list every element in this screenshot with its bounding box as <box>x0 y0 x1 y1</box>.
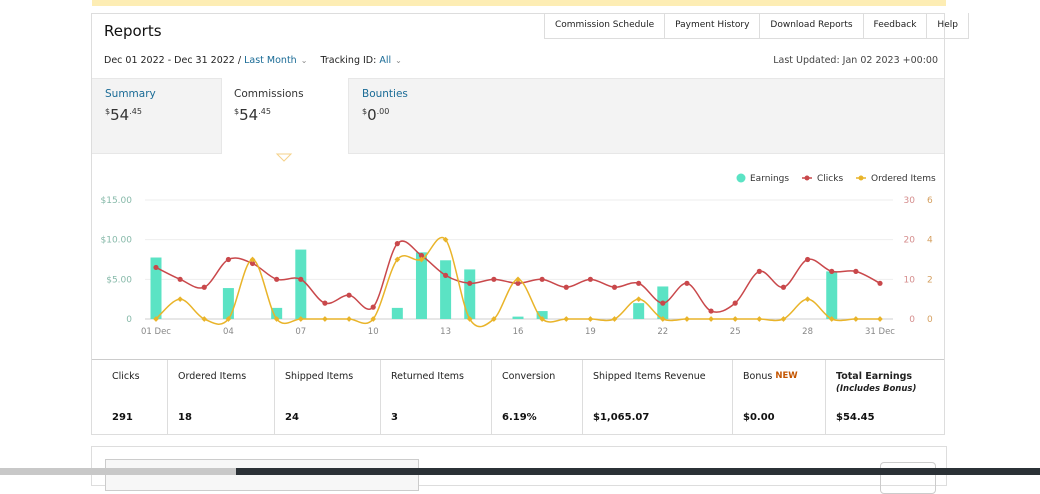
report-card <box>91 13 945 435</box>
stat: Clicks 291 <box>92 360 167 435</box>
stat-value: $54.45 <box>836 412 875 423</box>
whole: 0 <box>367 106 377 124</box>
tab[interactable]: Summary $54.45 <box>105 88 156 124</box>
tab-strip <box>105 459 419 491</box>
whole: 54 <box>110 106 130 124</box>
taskbar <box>0 468 236 475</box>
stat-note: (Includes Bonus) <box>836 384 917 394</box>
stat-value: 3 <box>391 412 398 423</box>
stat-value: $1,065.07 <box>593 412 650 423</box>
stats-row: Clicks 291 Ordered Items 18 Shipped Items 2… <box>92 359 944 435</box>
stat: Conversion 6.19% <box>491 360 582 435</box>
stat: Shipped Items 24 <box>274 360 380 435</box>
stat-value: 18 <box>178 412 192 423</box>
tab-amount: $0.00 <box>362 106 408 124</box>
fraction: .45 <box>258 107 271 116</box>
page-title: Reports <box>104 22 162 40</box>
chevron: ⌄ <box>300 56 308 65</box>
date-range: Dec 01 2022 - Dec 31 2022 <box>104 55 235 66</box>
last-updated: Last Updated: Jan 02 2023 +00:00 <box>773 55 938 66</box>
currency: $ <box>234 107 240 116</box>
fraction: .00 <box>376 107 390 116</box>
tab-label: Commissions <box>234 88 304 100</box>
tracking-label: Tracking ID: <box>320 55 377 66</box>
separator: / <box>237 55 242 66</box>
tab[interactable]: Commissions $54.45 <box>234 88 304 124</box>
nav-bar: Commission Schedule Payment History Down… <box>544 13 969 39</box>
currency: $ <box>362 107 368 116</box>
stat-value: 6.19% <box>502 412 537 423</box>
stat-label: Shipped Items <box>285 371 354 382</box>
badge: NEW <box>775 371 798 381</box>
tab-label: Summary <box>105 88 156 100</box>
stat: Total Earnings (Includes Bonus) $54.45 <box>825 360 944 435</box>
fraction: .45 <box>129 107 142 116</box>
whole: 54 <box>239 106 259 124</box>
nav-button[interactable]: Download Reports <box>759 13 863 39</box>
stat-label: Bonus <box>743 371 773 382</box>
tab[interactable]: Bounties $0.00 <box>362 88 408 124</box>
stat-value: 24 <box>285 412 299 423</box>
stat-label: Shipped Items Revenue <box>593 371 706 382</box>
notice-strip <box>92 0 946 6</box>
stat-label: Returned Items <box>391 371 464 382</box>
period-dropdown[interactable]: Last Month <box>244 55 297 66</box>
stat-label: Total Earnings <box>836 371 913 382</box>
currency: $ <box>105 107 111 116</box>
nav-button[interactable]: Help <box>926 13 969 39</box>
filters: Dec 01 2022 - Dec 31 2022 / Last Month ⌄ … <box>104 55 412 66</box>
stat-value: $0.00 <box>743 412 775 423</box>
selected-tab <box>221 78 349 154</box>
stat: Ordered Items 18 <box>167 360 274 435</box>
stat: Bonus NEW $0.00 <box>732 360 825 435</box>
stat-label: Ordered Items <box>178 371 247 382</box>
nav-button[interactable]: Feedback <box>862 13 927 39</box>
taskbar <box>236 468 1040 475</box>
stat-label: Clicks <box>112 371 140 382</box>
nav-button[interactable]: Commission Schedule <box>544 13 665 39</box>
stat: Shipped Items Revenue $1,065.07 <box>582 360 732 435</box>
nav-button[interactable]: Payment History <box>664 13 760 39</box>
tab-bar <box>92 78 944 154</box>
stat-label: Conversion <box>502 371 556 382</box>
tracking-dropdown[interactable]: All <box>379 55 392 66</box>
next-card <box>91 446 947 494</box>
tab-amount: $54.45 <box>105 106 156 124</box>
chevron: ⌄ <box>395 56 402 65</box>
stat: Returned Items 3 <box>380 360 491 435</box>
tab-amount: $54.45 <box>234 106 304 124</box>
button <box>880 462 936 494</box>
tab-label: Bounties <box>362 88 408 100</box>
stat-value: 291 <box>112 412 133 423</box>
